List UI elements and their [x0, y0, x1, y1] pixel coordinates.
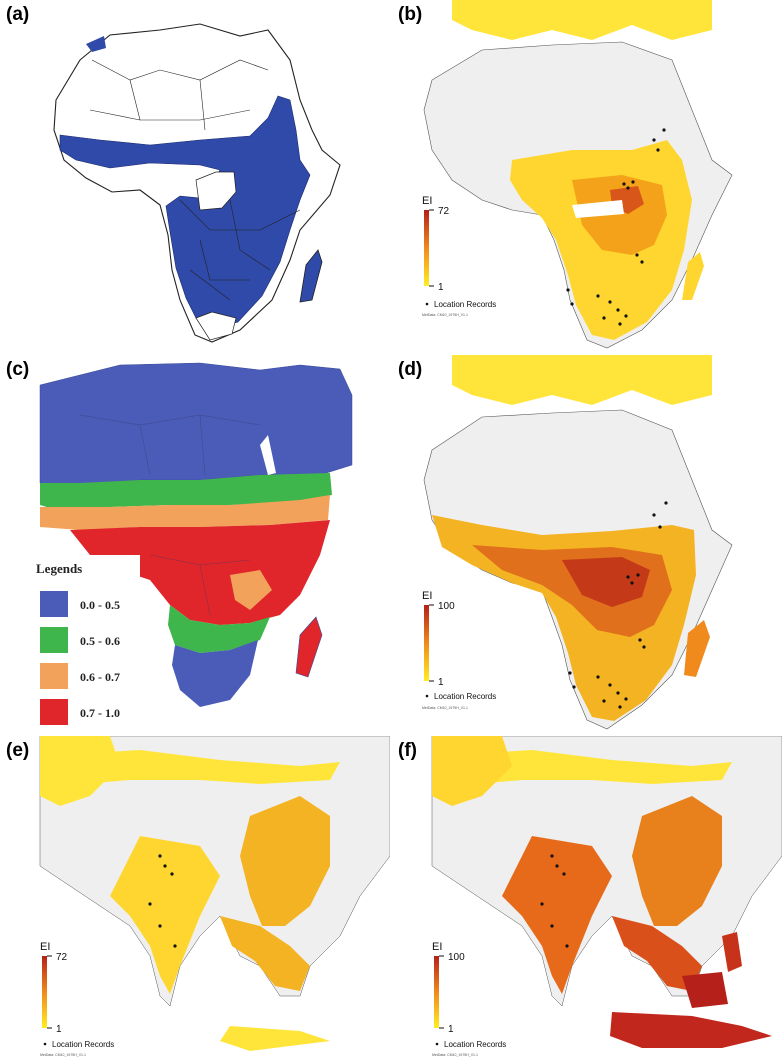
suitability-green-south: [168, 605, 270, 653]
meta-text: MetData: CM10_1975H_V1.1: [432, 1053, 478, 1057]
colorbar-min: 1: [448, 1024, 454, 1035]
red-sea: [260, 435, 276, 475]
location-records-label: Location Records: [444, 1040, 506, 1049]
ei-indonesia: [220, 1026, 330, 1051]
location-record-symbol: [425, 302, 429, 306]
panel-f: (f) EI 100 1 Location Records MetData: C…: [392, 736, 782, 1062]
legend-label-4: 0.7 - 1.0: [80, 706, 120, 720]
legend-swatch-3: [40, 663, 68, 689]
panel-label-a: (a): [6, 4, 30, 25]
ei-china-region: [240, 796, 330, 926]
colorbar-min: 1: [438, 282, 444, 293]
country-borders: [89, 59, 301, 301]
panel-a: (a): [0, 0, 390, 352]
africa-suitability-map: Legends 0.0 - 0.5 0.5 - 0.6 0.6 - 0.7 0.…: [30, 362, 353, 729]
europe-land: [452, 355, 712, 405]
africa-ei-map-72: EI 72 1 Location Records MetData: CM10_1…: [422, 0, 733, 349]
ei-india-region: [110, 836, 220, 994]
southern-tip: [195, 311, 237, 341]
colorbar-b: EI 72 1 Location Records MetData: CM10_1…: [422, 195, 496, 317]
madagascar-outline: [299, 249, 323, 303]
suitability-red-region: [70, 520, 330, 625]
suitability-borders: [79, 414, 261, 616]
ei-borneo: [682, 972, 728, 1008]
ei-philippines: [722, 932, 742, 972]
madagascar: [684, 620, 710, 677]
panel-c: (c) Legends 0.0 - 0.5: [0, 355, 390, 733]
ei-india-region: [502, 836, 612, 994]
legend-title: Legends: [36, 561, 82, 576]
colorbar-max: 100: [448, 952, 465, 963]
panel-label-e: (e): [6, 740, 30, 761]
legend-label-2: 0.5 - 0.6: [80, 634, 120, 648]
legend-label-1: 0.0 - 0.5: [80, 598, 120, 612]
ei-indonesia: [610, 1012, 772, 1048]
colorbar-e: EI 72 1 Location Records MetData: CM10_1…: [40, 941, 114, 1057]
location-record-symbol: [43, 1042, 47, 1046]
east-orange-patch: [230, 570, 272, 610]
central-gap: [195, 171, 237, 211]
location-records: [148, 854, 177, 948]
colorbar-title: EI: [422, 195, 432, 207]
ei-southeast-region: [220, 916, 310, 991]
meta-text: MetData: CM10_1975H_V1.1: [422, 313, 468, 317]
colorbar-min: 1: [438, 677, 444, 688]
africa-ei-map-100: EI 100 1 Location Records MetData: CM10_…: [422, 355, 733, 730]
madagascar-suitability: [295, 616, 323, 678]
suitability-blue-south: [172, 640, 258, 707]
location-records-label: Location Records: [434, 300, 496, 309]
legend-label-3: 0.6 - 0.7: [80, 670, 120, 684]
madagascar: [682, 252, 704, 300]
meta-text: MetData: CM10_1975H_V1.1: [422, 706, 468, 710]
asia-ei-map-100: EI 100 1 Location Records MetData: CM10_…: [431, 736, 782, 1057]
panel-b: (b) EI 72 1 Location Re: [392, 0, 782, 352]
panel-label-d: (d): [398, 359, 423, 380]
colorbar-d: EI 100 1 Location Records MetData: CM10_…: [422, 590, 496, 710]
europe-land: [452, 0, 712, 40]
location-record-symbol: [425, 694, 429, 698]
colorbar-gradient: [42, 956, 47, 1028]
location-records: [540, 854, 569, 948]
ei-china-region: [632, 796, 722, 926]
ei-hotspot: [562, 557, 650, 607]
colorbar-gradient: [424, 605, 429, 681]
colorbar-title: EI: [40, 941, 50, 953]
northwest-patch: [86, 36, 106, 52]
colorbar-max: 100: [438, 601, 455, 612]
central-white-gap: [572, 200, 624, 218]
colorbar-max: 72: [438, 206, 450, 217]
location-records: [568, 501, 668, 709]
africa-presence-map: [53, 23, 341, 343]
suitability-green-band: [40, 473, 332, 511]
location-record-symbol: [435, 1042, 439, 1046]
colorbar-max: 72: [56, 952, 68, 963]
location-records: [566, 128, 666, 326]
suitability-blue-north: [39, 362, 353, 486]
ei-west-region: [40, 736, 120, 806]
asia-ei-map-72: EI 72 1 Location Records MetData: CM10_1…: [39, 736, 390, 1057]
colorbar-f: EI 100 1 Location Records MetData: CM10_…: [432, 941, 506, 1057]
location-records-label: Location Records: [52, 1040, 114, 1049]
panel-label-c: (c): [6, 359, 30, 380]
ei-west-region: [432, 736, 512, 806]
colorbar-gradient: [434, 956, 439, 1028]
suitability-orange-band: [40, 495, 330, 530]
panel-label-f: (f): [398, 740, 417, 761]
legend-items: 0.0 - 0.5 0.5 - 0.6 0.6 - 0.7 0.7 - 1.0: [40, 591, 120, 725]
colorbar-title: EI: [432, 941, 442, 953]
legend-swatch-2: [40, 627, 68, 653]
ei-southeast-region: [612, 916, 702, 991]
colorbar-gradient: [424, 210, 429, 286]
colorbar-title: EI: [422, 590, 432, 602]
panel-d: (d) EI 100 1 Location Records MetData: C…: [392, 355, 782, 733]
legend-swatch-1: [40, 591, 68, 617]
ei-high-core: [572, 175, 667, 255]
panel-label-b: (b): [398, 4, 423, 25]
location-records-label: Location Records: [434, 692, 496, 701]
colorbar-min: 1: [56, 1024, 62, 1035]
presence-region: [59, 95, 311, 331]
meta-text: MetData: CM10_1975H_V1.1: [40, 1053, 86, 1057]
panel-e: (e) EI 72 1 Location Records MetData: CM…: [0, 736, 390, 1062]
legend-swatch-4: [40, 699, 68, 725]
